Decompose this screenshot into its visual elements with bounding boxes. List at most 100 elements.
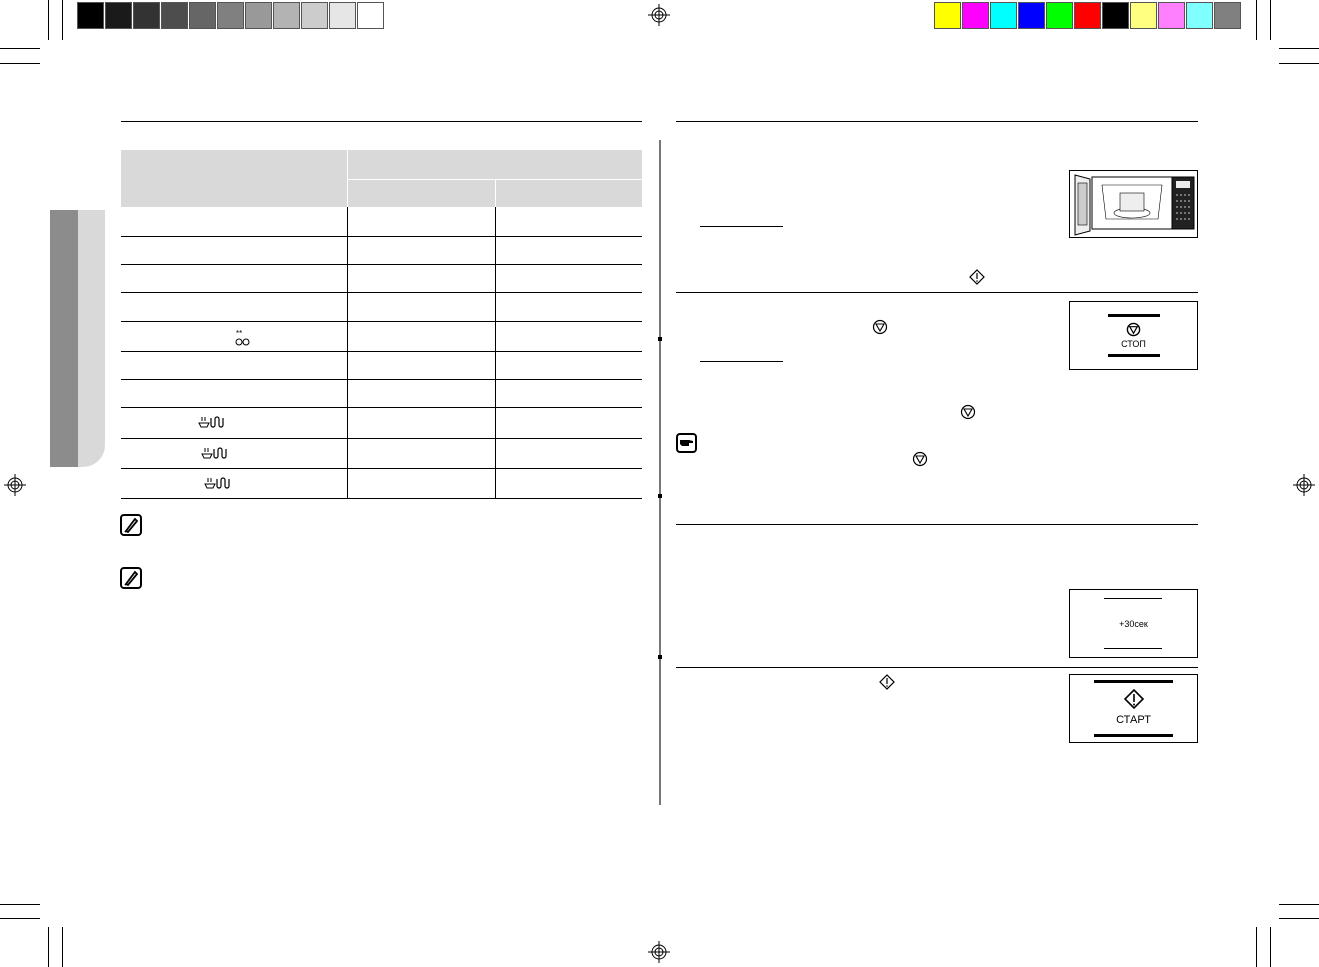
color-swatch	[357, 2, 384, 29]
crop-mark	[48, 0, 49, 40]
color-swatch	[217, 2, 244, 29]
table-row	[121, 351, 642, 379]
color-swatch	[161, 2, 188, 29]
table-row	[121, 468, 642, 498]
crop-mark	[1279, 48, 1319, 49]
registration-mark-icon	[4, 474, 26, 496]
crop-mark	[62, 0, 63, 40]
color-swatch	[1158, 2, 1185, 29]
table-row	[121, 292, 642, 321]
crop-mark	[1279, 63, 1319, 64]
stop-icon	[1126, 322, 1141, 337]
table-row	[121, 438, 642, 468]
color-swatch	[133, 2, 160, 29]
note-icon	[120, 567, 142, 589]
registration-mark-icon	[648, 4, 670, 26]
start-icon	[1124, 689, 1144, 709]
color-swatch	[77, 2, 104, 29]
divider-marker	[658, 655, 662, 659]
table-row	[121, 407, 642, 438]
svg-text:**: **	[236, 330, 242, 338]
pointing-hand-icon	[676, 433, 697, 453]
start-icon	[969, 269, 985, 285]
color-swatch	[273, 2, 300, 29]
crop-mark	[48, 927, 49, 967]
row-rule	[121, 407, 642, 408]
header-divider	[348, 179, 642, 180]
side-tab-dark	[50, 210, 78, 467]
crop-mark	[1256, 0, 1257, 40]
stop-button-panel: СТОП	[1069, 301, 1198, 370]
row-rule	[121, 236, 642, 237]
divider-marker	[658, 494, 662, 498]
panel-bar	[1108, 354, 1160, 357]
underline	[700, 361, 783, 362]
combi-grill-icon	[201, 447, 227, 459]
crop-mark	[0, 918, 40, 919]
side-tab-light	[78, 210, 105, 467]
header-divider	[495, 180, 496, 207]
row-rule	[121, 498, 642, 499]
defrost-icon: **	[235, 330, 250, 346]
panel-bar	[1108, 314, 1160, 317]
table-row: **	[121, 321, 642, 351]
section-rule	[121, 121, 642, 122]
color-swatch	[301, 2, 328, 29]
color-swatch	[1102, 2, 1129, 29]
stop-icon	[912, 451, 928, 467]
row-rule	[121, 264, 642, 265]
row-rule	[121, 351, 642, 352]
crop-mark	[0, 48, 40, 49]
panel-bar	[1104, 598, 1162, 599]
color-swatch	[1130, 2, 1157, 29]
step-rule	[676, 292, 1198, 293]
stop-icon	[872, 319, 888, 335]
crop-mark	[62, 927, 63, 967]
color-swatch	[245, 2, 272, 29]
plus30-label: +30сек	[1119, 619, 1148, 629]
combi-grill-icon	[198, 416, 224, 428]
table-row	[121, 379, 642, 407]
step-rule	[676, 667, 1198, 668]
section-rule	[676, 524, 1198, 525]
crop-mark	[0, 63, 40, 64]
registration-mark-icon	[648, 941, 670, 963]
crop-mark	[1270, 927, 1271, 967]
color-swatch	[934, 2, 961, 29]
crop-mark	[1256, 927, 1257, 967]
header-divider	[347, 150, 348, 207]
note-icon	[120, 514, 142, 536]
color-swatch	[962, 2, 989, 29]
row-rule	[121, 379, 642, 380]
stop-icon	[960, 404, 976, 420]
panel-bar	[1094, 734, 1173, 737]
plus30-button-panel: +30сек	[1069, 589, 1198, 658]
column-rule	[495, 207, 496, 498]
stop-label: СТОП	[1121, 339, 1146, 349]
panel-bar	[1094, 680, 1173, 683]
color-swatch	[1214, 2, 1241, 29]
crop-mark	[0, 904, 40, 905]
row-rule	[121, 292, 642, 293]
row-rule	[121, 321, 642, 322]
start-label: СТАРТ	[1116, 714, 1151, 726]
crop-mark	[1270, 0, 1271, 40]
color-swatch	[1186, 2, 1213, 29]
combi-grill-icon	[204, 477, 230, 489]
table-row	[121, 236, 642, 264]
color-swatch	[1018, 2, 1045, 29]
crop-mark	[1279, 904, 1319, 905]
row-rule	[121, 438, 642, 439]
color-swatch	[1046, 2, 1073, 29]
start-button-panel: СТАРТ	[1069, 674, 1198, 743]
divider-marker	[658, 337, 662, 341]
column-rule	[347, 207, 348, 498]
color-swatch	[329, 2, 356, 29]
underline	[700, 226, 783, 227]
color-swatch	[105, 2, 132, 29]
table-row	[121, 207, 642, 236]
section-rule	[676, 121, 1198, 122]
start-icon	[879, 674, 895, 690]
crop-mark	[1279, 918, 1319, 919]
